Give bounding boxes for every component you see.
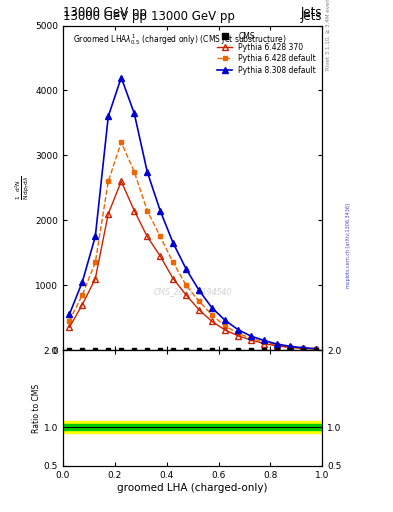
Text: 13000 GeV pp: 13000 GeV pp [63,10,147,23]
Y-axis label: Ratio to CMS: Ratio to CMS [32,383,41,433]
Text: Groomed LHA$\lambda^{1}_{0.5}$ (charged only) (CMS jet substructure): Groomed LHA$\lambda^{1}_{0.5}$ (charged … [73,32,287,47]
Text: 13000 GeV pp: 13000 GeV pp [151,10,235,23]
X-axis label: groomed LHA (charged-only): groomed LHA (charged-only) [118,482,268,493]
Text: 13000 GeV pp: 13000 GeV pp [63,7,147,19]
Legend: CMS, Pythia 6.428 370, Pythia 6.428 default, Pythia 8.308 default: CMS, Pythia 6.428 370, Pythia 6.428 defa… [215,29,318,77]
Text: Jets: Jets [301,7,322,19]
Text: mcplots.cern.ch [arXiv:1306.3436]: mcplots.cern.ch [arXiv:1306.3436] [346,203,351,288]
Text: Rivet 3.1.10, ≥ 3.4M events: Rivet 3.1.10, ≥ 3.4M events [326,0,331,70]
Text: Jets: Jets [301,10,322,23]
Y-axis label: $\frac{1}{\mathrm{N}}\frac{\mathrm{d}^2 N}{\mathrm{d}p_T \mathrm{d}\lambda}$: $\frac{1}{\mathrm{N}}\frac{\mathrm{d}^2 … [14,176,32,200]
Text: CMS_2021_1194540: CMS_2021_1194540 [153,287,232,296]
